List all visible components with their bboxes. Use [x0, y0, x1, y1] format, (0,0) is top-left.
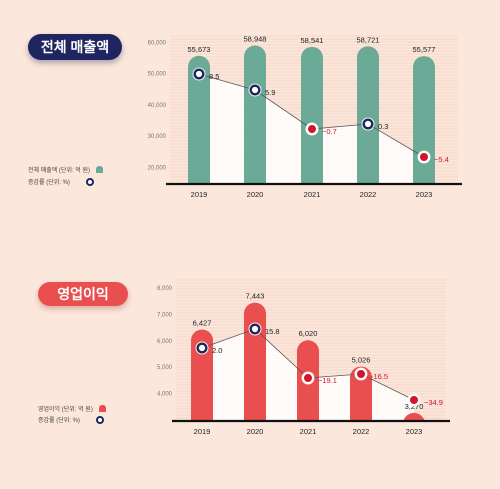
revenue-ytick-label: 20,000	[148, 165, 167, 171]
profit-growth-point-2020	[249, 323, 261, 335]
revenue-ytick-label: 30,000	[148, 134, 167, 140]
profit-title-badge: 영업이익	[38, 282, 128, 306]
revenue-xtick-label-2022: 2022	[360, 190, 377, 199]
revenue-bar-2023	[413, 56, 435, 184]
profit-growth-label-2021: −19.1	[318, 376, 337, 385]
revenue-legend-line-swatch	[85, 177, 94, 186]
revenue-growth-point-2020	[249, 84, 261, 96]
revenue-legend-line-label: 증감률 (단위: %)	[28, 180, 70, 186]
profit-xtick-label-2022: 2022	[353, 427, 370, 436]
revenue-legend-bar: 전체 매출액 (단위: 억 원)	[28, 165, 104, 174]
profit-value-label-2020: 7,443	[246, 292, 265, 301]
revenue-xtick-label-2019: 2019	[191, 190, 208, 199]
profit-ytick-label: 4,000	[157, 392, 173, 398]
profit-xtick-label-2023: 2023	[406, 427, 423, 436]
profit-growth-point-2022	[355, 368, 367, 380]
profit-value-label-2021: 6,020	[299, 329, 318, 338]
revenue-growth-label-2023: −5.4	[434, 155, 449, 164]
revenue-value-label-2019: 55,673	[188, 45, 211, 54]
revenue-value-label-2022: 58,721	[357, 35, 380, 44]
profit-ytick-label: 5,000	[157, 365, 173, 371]
profit-xtick-label-2020: 2020	[247, 427, 264, 436]
profit-growth-point-2019	[196, 342, 208, 354]
revenue-growth-label-2019: 8.5	[209, 72, 219, 81]
revenue-growth-label-2021: −0.7	[322, 127, 337, 136]
revenue-value-label-2023: 55,577	[413, 45, 436, 54]
profit-growth-point-2021	[302, 372, 314, 384]
revenue-xtick-label-2020: 2020	[247, 190, 264, 199]
profit-growth-label-2020: 15.8	[265, 327, 280, 336]
profit-xtick-label-2019: 2019	[194, 427, 211, 436]
revenue-growth-point-2021	[306, 123, 318, 135]
profit-ytick-label: 8,000	[157, 286, 173, 292]
profit-legend-line: 증감률 (단위: %)	[38, 415, 104, 424]
revenue-xtick-label-2023: 2023	[416, 190, 433, 199]
profit-bar-2023	[403, 412, 425, 424]
revenue-growth-point-2023	[418, 151, 430, 163]
profit-xtick-label-2021: 2021	[300, 427, 317, 436]
profit-growth-label-2022: -16.5	[371, 372, 388, 381]
revenue-bar-2020	[244, 45, 266, 183]
profit-value-label-2022: 5,026	[352, 355, 371, 364]
profit-legend-line-swatch	[95, 415, 104, 424]
profit-ytick-label: 7,000	[157, 312, 173, 318]
profit-legend-line-label: 증감률 (단위: %)	[38, 418, 80, 424]
profit-growth-label-2023: −34.9	[424, 398, 443, 407]
revenue-ytick-label: 60,000	[148, 40, 167, 46]
revenue-growth-label-2022: 0.3	[378, 122, 388, 131]
revenue-value-label-2020: 58,948	[244, 35, 267, 44]
profit-bar-2022	[350, 366, 372, 420]
profit-bar-2019	[191, 329, 213, 420]
profit-legend-bar: 영업이익 (단위: 억 원)	[38, 404, 106, 413]
profit-value-label-2019: 6,427	[193, 318, 212, 327]
revenue-ytick-label: 50,000	[148, 72, 167, 78]
revenue-title-badge: 전체 매출액	[28, 34, 122, 60]
profit-legend-bar-label: 영업이익 (단위: 억 원)	[38, 407, 93, 413]
revenue-legend-line: 증감률 (단위: %)	[28, 177, 94, 186]
profit-growth-label-2019: 2.0	[212, 346, 222, 355]
profit-growth-point-2023	[408, 394, 420, 406]
profit-bar-2020	[244, 302, 266, 420]
revenue-growth-point-2019	[193, 68, 205, 80]
revenue-ytick-label: 40,000	[148, 103, 167, 109]
revenue-value-label-2021: 58,541	[301, 36, 324, 45]
revenue-legend-bar-label: 전체 매출액 (단위: 억 원)	[28, 168, 91, 174]
revenue-growth-point-2022	[362, 118, 374, 130]
revenue-xtick-label-2021: 2021	[304, 190, 321, 199]
revenue-bar-2021	[301, 46, 323, 184]
revenue-bar-2022	[357, 46, 379, 183]
profit-ytick-label: 6,000	[157, 339, 173, 345]
revenue-bar-2019	[188, 55, 210, 183]
profit-legend-bar-swatch	[98, 405, 106, 412]
revenue-legend-bar-swatch	[96, 166, 104, 173]
revenue-growth-label-2020: 5.9	[265, 88, 275, 97]
